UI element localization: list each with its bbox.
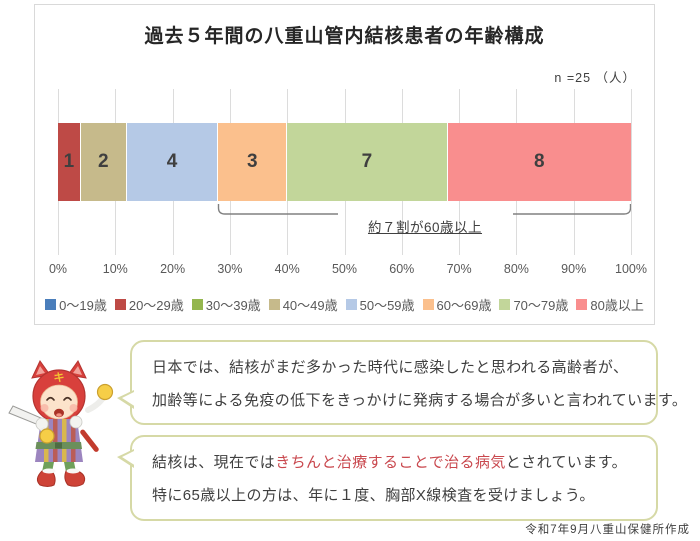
plot-area: 1 2 4 3 7 8 約７割が60歳以上 0% 10% 20% 30% 40% 50% 6… xyxy=(49,5,647,326)
bar-segment-60-69: 3 xyxy=(218,123,288,201)
credit-text: 令和7年9月八重山保健所作成 xyxy=(525,524,690,536)
legend-swatch xyxy=(114,299,126,310)
legend-swatch xyxy=(268,299,280,310)
x-tick-label: 40% xyxy=(274,262,300,276)
x-tick-label: 80% xyxy=(503,262,529,276)
legend-item: 70～79歳 xyxy=(499,295,568,314)
legend-swatch xyxy=(191,299,203,310)
svg-text:キ: キ xyxy=(54,371,65,384)
legend-label: 20～29歳 xyxy=(128,298,184,313)
legend-swatch xyxy=(345,299,357,310)
bar-segment-70-79: 7 xyxy=(287,123,448,201)
bar-segment-50-59: 4 xyxy=(126,123,219,201)
bubble-text-line: 日本では、結核がまだ多かった時代に感染したと思われる高齢者が、 xyxy=(152,359,629,376)
bar-segment-value: 3 xyxy=(246,151,258,172)
chart-panel: 過去５年間の八重山管内結核患者の年齢構成 n =25 （人） 1 2 4 3 7… xyxy=(34,4,655,325)
bar-segment-value: 2 xyxy=(98,151,109,172)
bubble-text-line: 加齢等による免疫の低下をきっかけに発病する場合が多いと言われています。 xyxy=(152,392,688,409)
legend-swatch xyxy=(422,299,434,310)
speech-bubble-seniors: 日本では、結核がまだ多かった時代に感染したと思われる高齢者が、 加齢等による免疫… xyxy=(117,340,688,425)
legend-item: 60～69歳 xyxy=(422,295,492,314)
x-tick-label: 20% xyxy=(160,262,186,276)
legend-item: 40～49歳 xyxy=(268,295,338,314)
annotation-bracket xyxy=(217,204,631,215)
annotation-label: 約７割が60歳以上 xyxy=(367,220,483,235)
speech-bubble-treatment: 結核は、現在ではきちんと治療することで治る病気とされています。 特に65歳以上の… xyxy=(117,435,658,521)
legend-item: 50～59歳 xyxy=(345,295,415,314)
x-tick-label: 100% xyxy=(615,262,647,276)
legend: 0～19歳 20～29歳 30～39歳 40～49歳 50～59歳 60～69歳… xyxy=(35,295,654,314)
legend-label: 70～79歳 xyxy=(513,298,569,313)
x-tick-label: 70% xyxy=(446,262,472,276)
stacked-bar: 1 2 4 3 7 8 xyxy=(58,123,631,201)
bubble-text-part: とされています。 xyxy=(505,454,628,471)
chart-title: 過去５年間の八重山管内結核患者の年齢構成 xyxy=(144,26,545,47)
bar-segment-value: 4 xyxy=(166,151,178,172)
mascot-illustration: キ xyxy=(8,360,114,487)
bubble-text-part: 結核は、現在では xyxy=(152,454,276,471)
sample-size-label: n =25 （人） xyxy=(552,67,638,86)
x-tick-label: 0% xyxy=(48,262,68,276)
x-tick-label: 30% xyxy=(217,262,243,276)
bar-segment-20-29: 1 xyxy=(58,123,81,201)
bubble-text-line: 結核は、現在ではきちんと治療することで治る病気とされています。 xyxy=(152,446,638,479)
x-tick-label: 60% xyxy=(389,262,415,276)
legend-swatch xyxy=(499,299,511,310)
legend-item: 80歳以上 xyxy=(576,295,644,314)
legend-item: 30～39歳 xyxy=(191,295,261,314)
bar-segment-value: 7 xyxy=(361,151,373,172)
bar-segment-value: 8 xyxy=(533,151,545,172)
bubble-text-highlight: きちんと治療することで治る病気 xyxy=(275,454,506,471)
bar-segment-80-plus: 8 xyxy=(447,123,631,201)
legend-item: 0～19歳 xyxy=(45,295,107,314)
legend-label: 50～59歳 xyxy=(359,298,415,313)
legend-label: 0～19歳 xyxy=(59,298,107,313)
legend-label: 30～39歳 xyxy=(205,298,261,313)
x-tick-label: 90% xyxy=(561,262,587,276)
legend-label: 40～49歳 xyxy=(282,298,338,313)
legend-label: 60～69歳 xyxy=(436,298,492,313)
x-axis: 0% 10% 20% 30% 40% 50% 60% 70% 80% 90% 100% xyxy=(49,262,647,278)
gridline xyxy=(631,89,632,255)
legend-swatch xyxy=(45,299,57,310)
bar-segment-value: 1 xyxy=(63,151,75,172)
legend-swatch xyxy=(576,299,588,310)
legend-item: 20～29歳 xyxy=(114,295,184,314)
bar-segment-40-49: 2 xyxy=(80,123,127,201)
x-tick-label: 10% xyxy=(102,262,128,276)
x-tick-label: 50% xyxy=(331,262,358,276)
legend-label: 80歳以上 xyxy=(590,298,644,313)
bubble-text-line: 特に65歳以上の方は、年に１度、胸部X線検査を受けましょう。 xyxy=(152,487,595,504)
